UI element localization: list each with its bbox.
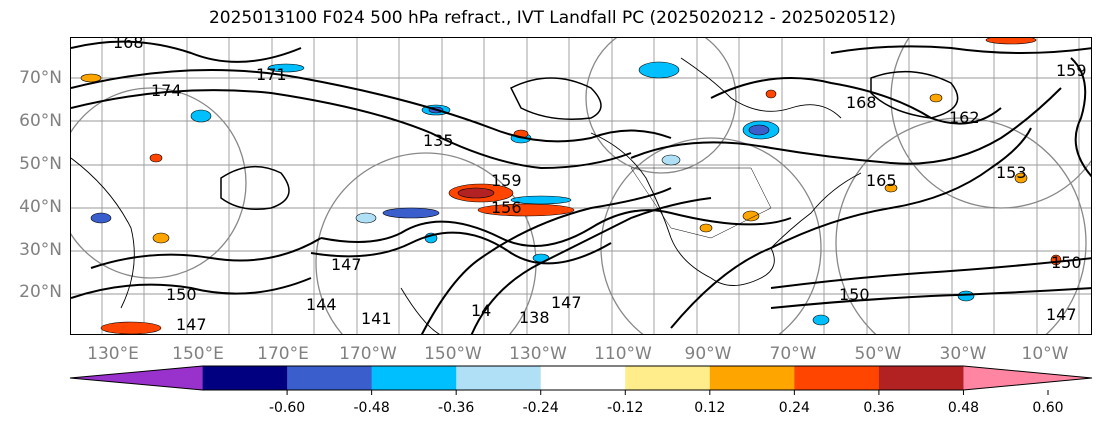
colorbar-segment	[625, 366, 711, 390]
lon-label: 50°W	[854, 344, 902, 364]
colorbar-tick-label: -0.24	[522, 400, 559, 416]
colorbar-outline	[69, 365, 1093, 391]
contour-label: 147	[551, 293, 582, 312]
contour-label: 141	[361, 309, 392, 328]
colorbar-tick-label: 0.12	[694, 400, 726, 416]
contour-label: 147	[1046, 305, 1077, 324]
colorbar-tick-label: -0.60	[268, 400, 306, 416]
lon-label: 10°W	[1021, 344, 1069, 364]
colorbar-segment	[794, 366, 880, 390]
lat-label-50n: 50°N	[19, 154, 62, 174]
lat-label-20n: 20°N	[19, 282, 62, 302]
lon-label: 70°W	[769, 344, 817, 364]
contour-label: 156	[491, 198, 522, 217]
colorbar-tick-label: -0.48	[353, 400, 390, 416]
lat-label-60n: 60°N	[19, 111, 62, 131]
contour-label: 174	[151, 81, 182, 100]
contour-label: 144	[306, 295, 337, 314]
colorbar-segment	[878, 366, 964, 390]
colorbar-segment	[287, 366, 373, 390]
colorbar-segment	[709, 366, 795, 390]
contour-label: 168	[113, 38, 144, 52]
contour-label: 153	[996, 163, 1027, 182]
colorbar-tick-label: 0.60	[1032, 400, 1064, 416]
contour-label: 135	[423, 131, 454, 150]
contour-label: 162	[949, 108, 980, 127]
contour-label: 150	[1051, 253, 1082, 272]
map-canvas: 168 174 171 159 156 147 144 141 138 135 …	[71, 38, 1091, 334]
lat-label-30n: 30°N	[19, 240, 62, 260]
colorbar-segment	[540, 366, 626, 390]
colorbar-tick-label: 0.48	[947, 400, 980, 416]
lon-label: 150°E	[172, 344, 224, 364]
lon-label: 110°W	[594, 344, 652, 364]
lon-label: 130°W	[509, 344, 567, 364]
lon-label: 150°W	[424, 344, 482, 364]
colorbar-tick-label: 0.24	[778, 400, 810, 416]
contour-label: 168	[846, 93, 877, 112]
contour-label: 150	[839, 285, 870, 304]
contour-label: 150	[166, 285, 197, 304]
colorbar-tick-label: -0.12	[607, 400, 644, 416]
contour-label: 147	[176, 315, 207, 334]
contour-label: 159	[491, 171, 522, 190]
colorbar-tick-label: 0.36	[863, 400, 895, 416]
coastlines	[71, 57, 862, 334]
lat-label-70n: 70°N	[19, 68, 62, 88]
contour-label: 138	[519, 308, 550, 327]
lon-label: 170°W	[339, 344, 397, 364]
colorbar-ticks	[286, 390, 1049, 395]
colorbar-segments	[69, 365, 1093, 391]
height-contours	[71, 40, 1091, 334]
contour-label: 171	[256, 65, 287, 84]
colorbar-segment	[202, 366, 288, 390]
map-panel: 168 174 171 159 156 147 144 141 138 135 …	[70, 37, 1092, 335]
contour-label: 165	[866, 171, 897, 190]
colorbar-extend-low	[70, 366, 203, 390]
contour-label: 147	[331, 255, 362, 274]
colorbar-extend-high	[963, 366, 1092, 390]
contour-label: 159	[1056, 61, 1087, 80]
lon-label: 170°E	[257, 344, 309, 364]
colorbar-segment	[456, 366, 542, 390]
contour-label: 14	[471, 301, 491, 320]
lat-label-40n: 40°N	[19, 197, 62, 217]
colorbar-tick-label: -0.36	[438, 400, 475, 416]
lon-label: 30°W	[939, 344, 987, 364]
lon-label: 130°E	[87, 344, 139, 364]
lon-label: 90°W	[684, 344, 732, 364]
plot-title: 2025013100 F024 500 hPa refract., IVT La…	[208, 8, 896, 28]
contour-labels: 168 174 171 159 156 147 144 141 138 135 …	[113, 38, 1087, 334]
colorbar-segment	[371, 366, 457, 390]
